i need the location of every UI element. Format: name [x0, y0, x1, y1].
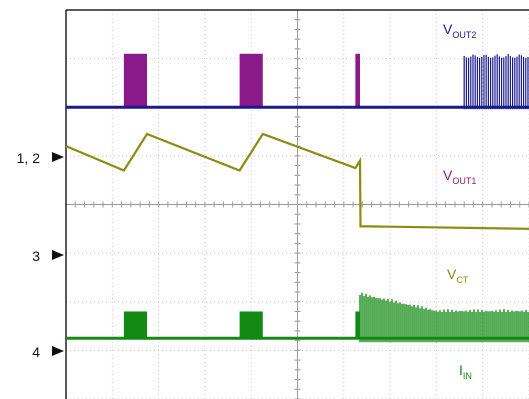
trace-group [65, 53, 529, 343]
channel-marker-4: 4 [32, 344, 64, 360]
marker-arrow-icon [52, 152, 64, 162]
channel-label-3: 3 [32, 248, 40, 264]
iin-pulse [355, 311, 361, 339]
channel-marker-3: 3 [32, 248, 64, 264]
trace-label-vout1: VOUT1 [443, 167, 476, 186]
iin-pulse [239, 311, 263, 339]
iin-burst [359, 292, 529, 343]
marker-arrow-icon [52, 346, 64, 356]
channel-label-4: 4 [32, 344, 40, 360]
trace-label-vout2: VOUT2 [443, 21, 476, 40]
trace-label-vct: VCT [447, 266, 469, 285]
channel-marker-1-2: 1, 2 [17, 150, 64, 166]
vout1-pulse [239, 53, 263, 108]
vct-trace [65, 132, 529, 230]
iin-pulse [123, 311, 148, 339]
channel-label-1-2: 1, 2 [17, 150, 41, 166]
marker-arrow-icon [52, 250, 64, 260]
vout1-pulse [123, 53, 148, 108]
trace-label-iin: IIN [459, 362, 472, 381]
vout2-burst [463, 53, 529, 110]
vout1-pulse [355, 53, 361, 108]
